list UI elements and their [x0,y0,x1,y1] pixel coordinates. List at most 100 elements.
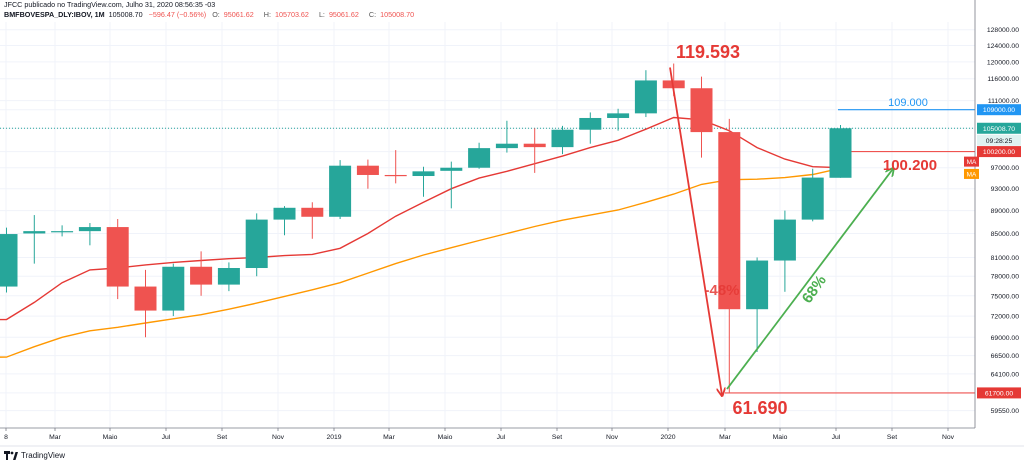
candle-body [607,113,630,118]
price-tag-label: 105008.70 [983,126,1015,133]
candle [690,76,713,158]
candle [106,219,129,300]
candle-body [801,177,824,220]
candle-body [301,207,324,217]
price-tick-label: 78000.00 [991,274,1020,281]
time-tick-label: Mar [719,434,731,441]
price-axis[interactable]: 128000.00 124000.00 120000.00 116000.00 1110… [964,0,1021,428]
candle-body [273,207,296,220]
price-tick-label: 120000.00 [987,59,1019,66]
candle-body [523,143,546,148]
drop-percent-label: -48% [704,282,739,299]
price-tag-label: 61700.00 [985,390,1014,397]
time-tick-label: Set [887,434,897,441]
candle-body [579,117,602,130]
candle [468,142,491,169]
candle [51,225,74,237]
candle-body [51,231,74,233]
countdown-tag [977,134,1021,146]
ma-slow-line [0,167,841,358]
candle-body [329,165,352,217]
candle [634,70,657,118]
price-tick-label: 59550.00 [991,408,1020,415]
price-tag-label: 109000.00 [983,107,1015,114]
candle-body [551,129,574,148]
price-tag [977,104,1021,116]
candle-body [690,88,713,133]
price-tick-label: 93000.00 [991,186,1020,193]
drop-arrow [669,67,722,395]
tradingview-brand[interactable]: TradingView [21,450,66,460]
candle [356,159,379,189]
ma-badge [964,168,979,179]
candle-body [718,132,741,310]
ma-badge-label: MA [967,159,977,166]
candle [23,215,46,264]
tradingview-logo-icon [4,450,18,460]
candle [829,124,852,178]
candle-body [0,234,18,287]
candle [190,251,213,296]
low-label: 61.690 [732,398,787,418]
candle-body [134,286,157,311]
price-tag [977,387,1021,399]
time-tick-label: 2020 [660,434,675,441]
candle-body [245,219,268,269]
time-tick-label: Maio [773,434,788,441]
price-tick-label: 85000.00 [991,231,1020,238]
candle [329,160,352,220]
candle-body [356,165,379,175]
candle [440,161,463,209]
level-100200-label: 100.200 [883,157,937,174]
candle-body [746,260,769,310]
candle-body [440,167,463,171]
candle [746,257,769,352]
candle [579,112,602,144]
candle [301,202,324,239]
price-tick-label: 97000.00 [991,165,1020,172]
ma-badge-label: MA [967,171,977,178]
price-tick-label: 89000.00 [991,208,1020,215]
ohlc-low: L: 95061.62 [318,10,359,19]
time-tick-label: Jul [497,434,506,441]
candle [384,150,407,184]
time-tick-label: Nov [942,434,955,441]
price-tag [977,146,1021,158]
horizontal-level-lines [0,109,975,394]
price-tick-label: 116000.00 [987,76,1019,83]
price-tag-label: 100200.00 [983,149,1015,156]
candle [412,166,435,197]
time-axis[interactable]: 8 Mar Maio Jul Set Nov 2019 Mar Maio Jul Set Nov 202… [0,427,1024,447]
candle-body [829,128,852,178]
candle [495,120,518,153]
candle-body [190,266,213,285]
time-tick-label: Jul [832,434,841,441]
candle-body [495,143,518,149]
candle-body [23,231,46,234]
level-109000-label: 109.000 [888,97,928,109]
publisher-line: JFCC publicado no TradingView.com, Julho… [4,0,216,9]
symbol-label[interactable]: BMFBOVESPA_DLY:IBOV, 1M [4,10,105,19]
price-tag [977,122,1021,134]
chart-header: JFCC publicado no TradingView.com, Julho… [4,0,974,24]
time-tick-label: Mar [383,434,395,441]
candle [0,227,18,293]
candles [0,63,852,393]
price-change: −596.47 (−0.56%) [148,10,207,19]
candle-body [78,227,101,232]
price-tick-label: 72000.00 [991,314,1020,321]
candle-body [634,80,657,114]
time-tick-label: Set [552,434,562,441]
candle [217,262,240,292]
last-price: 105008.70 [108,10,143,19]
candle [551,125,574,155]
time-tick-label: Maio [103,434,118,441]
candle [801,168,824,222]
candle [607,108,630,131]
price-tick-label: 81000.00 [991,255,1020,262]
time-tick-label: Jul [162,434,171,441]
ohlc-open: O: 95061.62 [212,10,254,19]
candle [718,118,741,393]
time-tick-label: Mar [49,434,61,441]
